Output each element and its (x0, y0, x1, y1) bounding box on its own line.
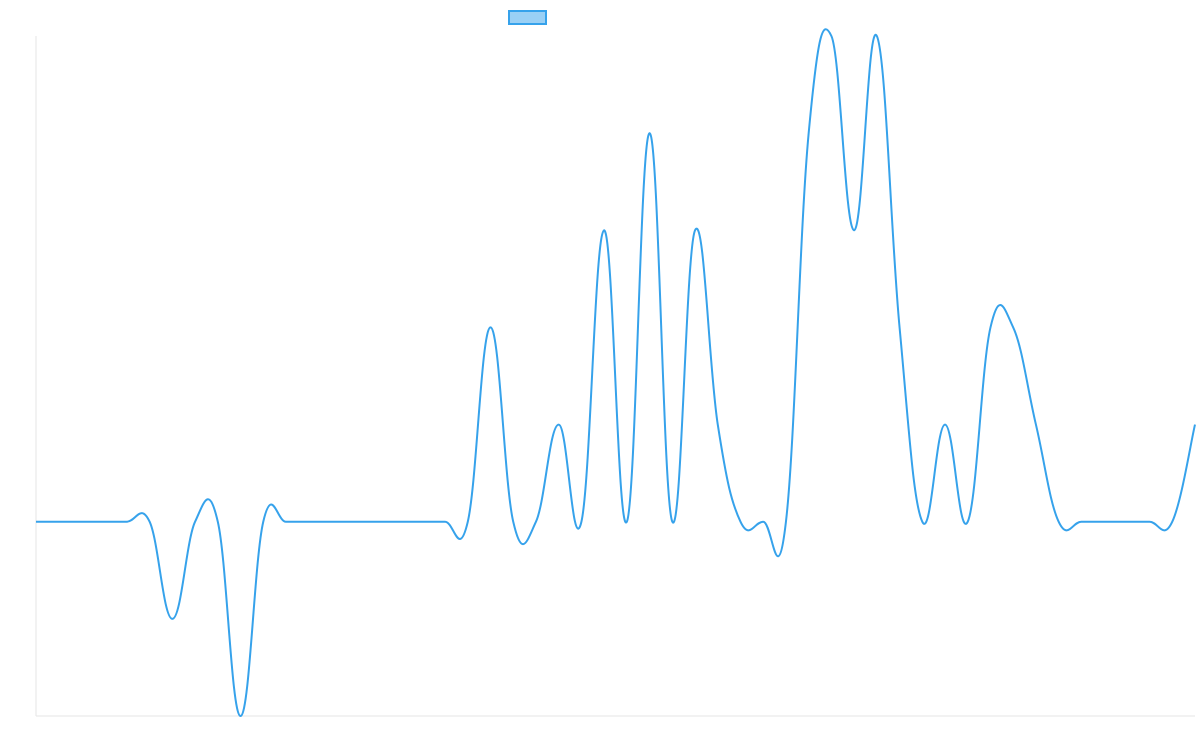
data-point[interactable] (919, 519, 925, 525)
data-point[interactable] (737, 519, 743, 525)
data-point[interactable] (351, 519, 357, 525)
data-point[interactable] (192, 519, 198, 525)
data-point[interactable] (601, 227, 607, 233)
data-point[interactable] (533, 519, 539, 525)
data-point[interactable] (169, 616, 175, 622)
data-point[interactable] (760, 519, 766, 525)
data-point[interactable] (147, 519, 153, 525)
data-point[interactable] (578, 519, 584, 525)
data-point[interactable] (442, 519, 448, 525)
data-point[interactable] (78, 519, 84, 525)
data-point[interactable] (669, 519, 675, 525)
data-point[interactable] (692, 227, 698, 233)
data-point[interactable] (1169, 519, 1175, 525)
data-point[interactable] (1124, 519, 1130, 525)
data-point[interactable] (647, 130, 653, 136)
data-point[interactable] (624, 519, 630, 525)
data-point[interactable] (215, 519, 221, 525)
data-point[interactable] (124, 519, 130, 525)
data-point[interactable] (510, 519, 516, 525)
data-point[interactable] (33, 519, 39, 525)
data-point[interactable] (965, 519, 971, 525)
data-point[interactable] (1056, 519, 1062, 525)
data-point[interactable] (1101, 519, 1107, 525)
data-point[interactable] (260, 519, 266, 525)
data-point[interactable] (465, 519, 471, 525)
data-point[interactable] (283, 519, 289, 525)
data-point[interactable] (306, 519, 312, 525)
data-point[interactable] (897, 324, 903, 330)
data-point[interactable] (238, 713, 244, 719)
data-point[interactable] (783, 519, 789, 525)
data-point[interactable] (1192, 422, 1198, 428)
data-point[interactable] (101, 519, 107, 525)
data-point[interactable] (328, 519, 334, 525)
data-point[interactable] (806, 130, 812, 136)
data-point[interactable] (828, 33, 834, 39)
series-layer (33, 28, 1198, 719)
data-point[interactable] (1147, 519, 1153, 525)
data-point[interactable] (488, 324, 494, 330)
series-line-0 (35, 28, 1196, 718)
data-point[interactable] (419, 519, 425, 525)
data-point[interactable] (556, 422, 562, 428)
data-point[interactable] (56, 519, 62, 525)
data-point[interactable] (1033, 422, 1039, 428)
data-point[interactable] (942, 422, 948, 428)
data-point[interactable] (715, 422, 721, 428)
data-point[interactable] (374, 519, 380, 525)
data-point[interactable] (1010, 324, 1016, 330)
legend-swatch[interactable] (508, 10, 547, 25)
data-point[interactable] (874, 33, 880, 39)
data-point[interactable] (851, 227, 857, 233)
data-point[interactable] (1078, 519, 1084, 525)
data-point[interactable] (397, 519, 403, 525)
data-point[interactable] (987, 324, 993, 330)
